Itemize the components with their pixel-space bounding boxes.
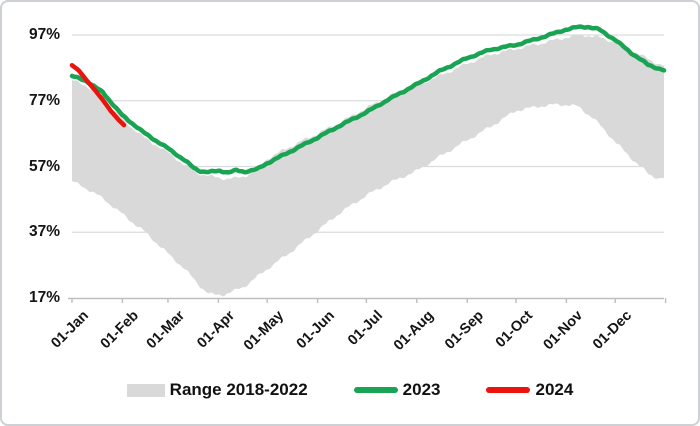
y-tick-label: 57% xyxy=(28,157,60,175)
y-tick-label: 97% xyxy=(28,26,60,43)
legend-label: 2023 xyxy=(402,380,441,399)
legend-item-2023: 2023 xyxy=(353,380,441,400)
range-band-swatch-icon xyxy=(126,383,165,397)
y-tick-label: 77% xyxy=(28,91,60,109)
series-line-2023 xyxy=(69,24,667,175)
legend-item-range: Range 2018-2022 xyxy=(126,380,308,400)
legend-label: Range 2018-2022 xyxy=(169,380,308,399)
range-band-area xyxy=(72,34,664,297)
y-tick-label: 17% xyxy=(28,289,60,306)
chart-legend: Range 2018-2022 2023 2024 xyxy=(2,380,698,400)
line-2023-swatch-icon xyxy=(353,387,398,393)
legend-label: 2024 xyxy=(535,380,574,399)
series-line-2024 xyxy=(69,62,127,128)
line-2024-swatch-icon xyxy=(486,387,531,393)
y-tick-label: 37% xyxy=(28,223,60,241)
legend-item-2024: 2024 xyxy=(486,380,573,400)
